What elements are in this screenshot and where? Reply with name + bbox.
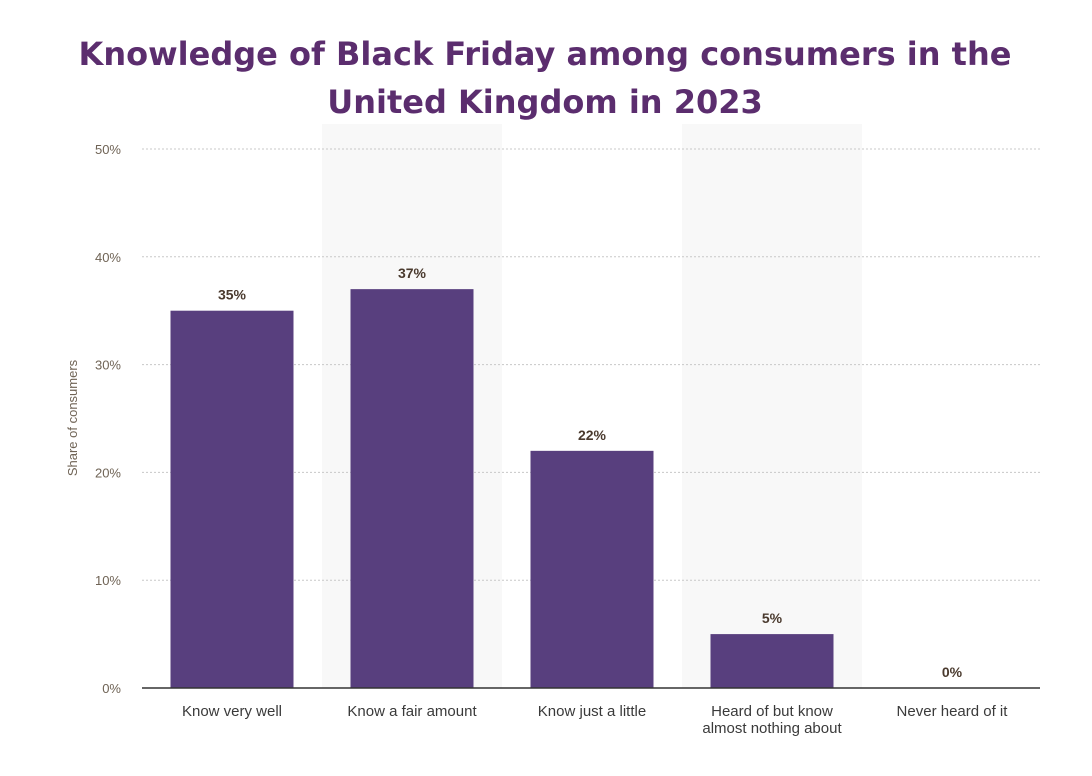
data-label: 35% (218, 287, 247, 303)
y-tick-label: 10% (95, 573, 121, 588)
y-tick-label: 50% (95, 142, 121, 157)
data-label: 5% (762, 610, 783, 626)
y-axis-title: Share of consumers (65, 359, 80, 476)
bar (170, 310, 294, 688)
y-tick-label: 20% (95, 465, 121, 480)
x-tick-label: Know a fair amount (347, 703, 477, 720)
bar (710, 634, 834, 688)
data-label: 37% (398, 265, 427, 281)
y-tick-label: 40% (95, 250, 121, 265)
data-label: 22% (578, 427, 607, 443)
chart-title: Knowledge of Black Friday among consumer… (78, 35, 1012, 121)
bar (350, 289, 474, 688)
x-tick-label: Heard of but know almost nothing about (702, 703, 842, 737)
x-tick-label: Never heard of it (897, 703, 1009, 720)
y-tick-label: 0% (102, 681, 121, 696)
y-tick-label: 30% (95, 358, 121, 373)
bar (530, 450, 654, 688)
x-tick-label: Know very well (182, 703, 282, 720)
data-label: 0% (942, 664, 963, 680)
category-band (682, 124, 862, 688)
x-tick-label: Know just a little (538, 703, 646, 720)
